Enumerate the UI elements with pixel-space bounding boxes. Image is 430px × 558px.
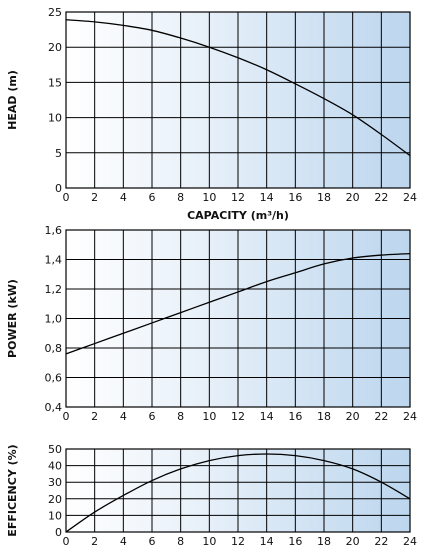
x-tick-label: 20	[346, 410, 360, 423]
x-tick-label: 0	[63, 191, 70, 204]
x-tick-label: 12	[231, 410, 245, 423]
y-tick-label: 1,6	[45, 224, 63, 237]
y-tick-label: 50	[48, 443, 62, 456]
series-line-1	[65, 252, 411, 355]
y-tick-label: 15	[48, 76, 62, 89]
y-axis-title: HEAD (m)	[6, 70, 19, 130]
x-tick-label: 18	[317, 535, 331, 548]
x-tick-label: 16	[288, 410, 302, 423]
y-tick-label: 30	[48, 476, 62, 489]
x-tick-label: 22	[374, 191, 388, 204]
y-tick-label: 1,4	[45, 254, 63, 267]
x-tick-label: 14	[260, 535, 274, 548]
x-tick-label: 22	[374, 535, 388, 548]
y-tick-label: 20	[48, 493, 62, 506]
x-tick-label: 22	[374, 410, 388, 423]
y-tick-label: 0,4	[45, 401, 63, 414]
x-tick-label: 8	[177, 535, 184, 548]
x-tick-label: 20	[346, 535, 360, 548]
x-tick-label: 8	[177, 191, 184, 204]
x-tick-label: 10	[202, 410, 216, 423]
x-tick-label: 10	[202, 535, 216, 548]
chart-panel-3: 0 2 4 6 8 10 12 14 16 18 20 22 2401020304050EFFICENC…	[6, 443, 417, 548]
y-tick-label: 5	[55, 147, 62, 160]
x-tick-label: 0	[63, 535, 70, 548]
x-tick-label: 8	[177, 410, 184, 423]
x-tick-label: 4	[120, 191, 127, 204]
x-tick-label: 14	[260, 191, 274, 204]
x-tick-label: 24	[403, 410, 417, 423]
y-axis-title: POWER (kW)	[6, 279, 19, 358]
y-tick-label: 10	[48, 112, 62, 125]
x-tick-label: 18	[317, 191, 331, 204]
x-tick-label: 10	[202, 191, 216, 204]
y-tick-label: 20	[48, 41, 62, 54]
x-tick-label: 24	[403, 191, 417, 204]
x-tick-label: 6	[149, 535, 156, 548]
plot-frame	[65, 11, 411, 189]
x-tick-label: 2	[91, 535, 98, 548]
series-line-1	[65, 453, 411, 533]
x-tick-label: 16	[288, 191, 302, 204]
x-tick-label: 2	[91, 410, 98, 423]
x-tick-label: 4	[120, 410, 127, 423]
y-tick-label: 1,0	[45, 313, 63, 326]
chart-panel-2: 0 2 4 6 8 10 12 14 16 18 20 22 240,40,60,81,01,21,41…	[6, 224, 417, 423]
y-tick-label: 40	[48, 460, 62, 473]
x-tick-label: 4	[120, 535, 127, 548]
plot-frame	[65, 448, 411, 533]
x-tick-label: 18	[317, 410, 331, 423]
x-tick-label: 0	[63, 410, 70, 423]
y-tick-label: 0,8	[45, 342, 63, 355]
x-tick-label: 6	[149, 191, 156, 204]
y-tick-label: 0,6	[45, 372, 63, 385]
x-tick-label: 16	[288, 535, 302, 548]
y-tick-label: 1,2	[45, 283, 63, 296]
x-tick-label: 24	[403, 535, 417, 548]
series-line-1	[65, 19, 411, 157]
x-tick-label: 2	[91, 191, 98, 204]
plot-frame	[65, 229, 411, 408]
y-tick-label: 0	[55, 526, 62, 539]
x-tick-label: 14	[260, 410, 274, 423]
x-tick-label: 20	[346, 191, 360, 204]
y-tick-label: 25	[48, 6, 62, 19]
x-axis-title: CAPACITY (m³/h)	[187, 209, 289, 222]
y-tick-label: 10	[48, 509, 62, 522]
y-axis-title: EFFICENCY (%)	[6, 444, 19, 536]
y-tick-label: 0	[55, 182, 62, 195]
x-tick-label: 6	[149, 410, 156, 423]
x-tick-label: 12	[231, 535, 245, 548]
x-tick-label: 12	[231, 191, 245, 204]
